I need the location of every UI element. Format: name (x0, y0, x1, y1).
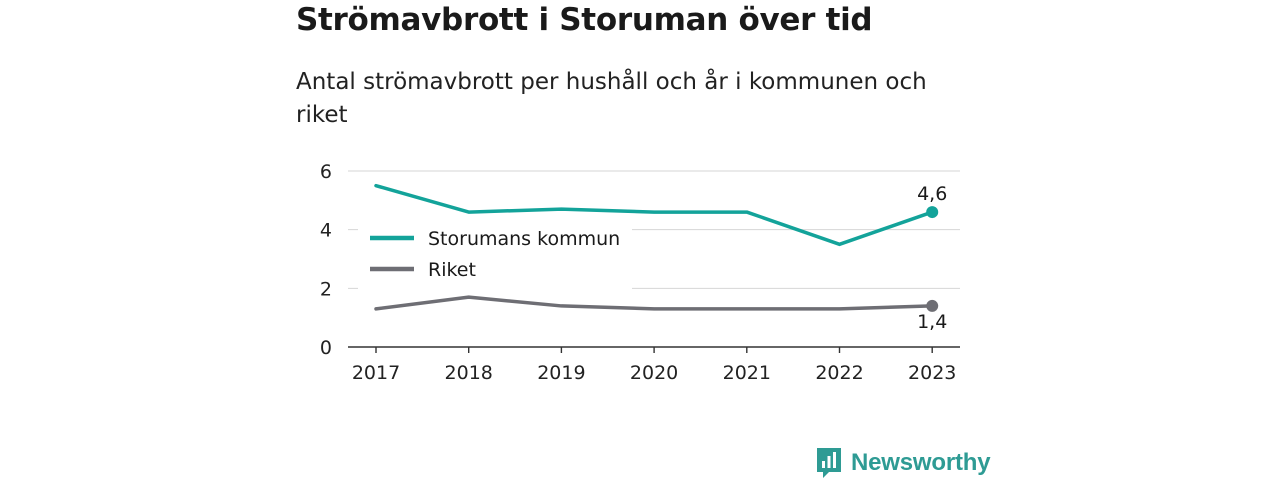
y-tick-label: 2 (320, 278, 332, 300)
legend-background (358, 218, 632, 290)
x-tick-label: 2023 (908, 362, 956, 384)
x-tick-label: 2020 (630, 362, 678, 384)
x-tick-label: 2021 (723, 362, 771, 384)
series-line (374, 295, 934, 311)
line-chart: 0 2 4 6 2017 2018 2019 2020 2021 2022 2023 Storuma… (320, 161, 960, 384)
x-tick-label: 2022 (815, 362, 863, 384)
end-value-label: 4,6 (917, 183, 947, 205)
chart-title: Strömavbrott i Storuman över tid (296, 2, 873, 38)
newsworthy-logo-icon (817, 448, 841, 478)
series-lines (374, 183, 939, 312)
newsworthy-logo-text: Newsworthy (851, 449, 991, 476)
newsworthy-logo: Newsworthy (815, 446, 991, 480)
x-tick-label: 2018 (445, 362, 493, 384)
end-point-marker (926, 299, 939, 312)
axes: 0 2 4 6 2017 2018 2019 2020 2021 2022 2023 (320, 161, 960, 384)
legend-label: Riket (428, 259, 476, 281)
end-point-marker (926, 206, 939, 219)
y-tick-label: 0 (320, 337, 332, 359)
chart-subtitle: Antal strömavbrott per hushåll och år i … (296, 69, 927, 128)
data-labels: 4,6 1,4 (917, 183, 947, 333)
y-tick-label: 4 (320, 220, 332, 242)
series-line (374, 183, 934, 247)
legend-label: Storumans kommun (428, 228, 620, 250)
legend: Storumans kommun Riket (358, 218, 632, 290)
x-tick-label: 2019 (537, 362, 585, 384)
y-tick-label: 6 (320, 161, 332, 183)
x-tick-label: 2017 (352, 362, 400, 384)
end-value-label: 1,4 (917, 311, 947, 333)
